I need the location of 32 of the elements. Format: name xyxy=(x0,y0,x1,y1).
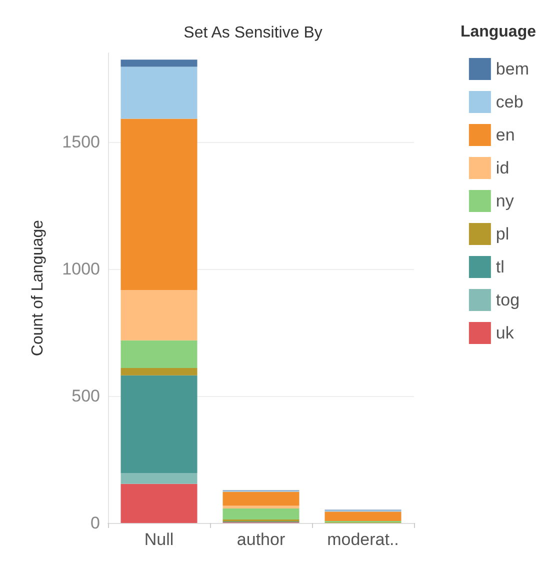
y-axis-title: Count of Language xyxy=(30,220,46,356)
legend-label: id xyxy=(496,158,510,178)
legend-title: Language xyxy=(460,24,536,40)
bar xyxy=(120,290,198,340)
bar xyxy=(120,484,198,523)
bar xyxy=(222,492,300,506)
legend-label: tl xyxy=(496,258,504,276)
bar xyxy=(120,340,198,368)
y-tick-label: 1000 xyxy=(62,259,100,278)
chart-title: Set As Sensitive By xyxy=(184,24,322,42)
y-tick-label: 1500 xyxy=(62,132,100,152)
bar xyxy=(120,60,198,67)
legend-label: pl xyxy=(496,224,510,244)
bar xyxy=(120,368,198,376)
x-tick-label: Null xyxy=(144,530,174,549)
legend-label: uk xyxy=(496,324,514,342)
legend-label: en xyxy=(496,126,515,144)
x-tick-label: moderat.. xyxy=(327,530,399,549)
bar xyxy=(222,506,300,509)
legend-label: ceb xyxy=(496,92,524,112)
legend-label: tog xyxy=(496,290,520,310)
y-tick-label: 500 xyxy=(72,386,100,406)
x-tick-label: author xyxy=(236,530,286,549)
legend-label: bem xyxy=(496,60,530,78)
bar xyxy=(120,375,198,474)
bar xyxy=(120,118,198,290)
bar xyxy=(120,473,198,484)
bar xyxy=(324,512,402,521)
bar xyxy=(222,508,300,520)
legend-label: ny xyxy=(496,192,514,210)
bar xyxy=(120,66,198,119)
y-tick-label: 0 xyxy=(90,514,100,532)
